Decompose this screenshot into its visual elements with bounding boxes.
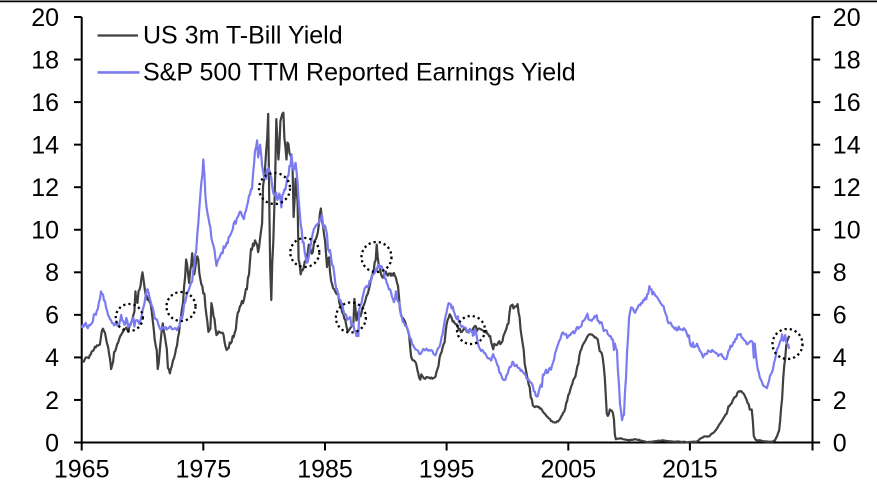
- svg-text:20: 20: [833, 4, 861, 32]
- svg-text:S&P 500 TTM Reported Earnings: S&P 500 TTM Reported Earnings Yield: [143, 59, 576, 87]
- svg-text:14: 14: [31, 131, 59, 159]
- svg-text:8: 8: [833, 259, 847, 287]
- svg-text:1975: 1975: [175, 456, 231, 484]
- svg-text:US 3m T-Bill Yield: US 3m T-Bill Yield: [143, 22, 343, 50]
- svg-text:18: 18: [31, 46, 59, 74]
- svg-text:0: 0: [45, 429, 59, 457]
- svg-text:2: 2: [45, 387, 59, 415]
- svg-text:1985: 1985: [297, 456, 353, 484]
- svg-text:6: 6: [45, 302, 59, 330]
- svg-text:2015: 2015: [662, 456, 718, 484]
- svg-text:20: 20: [31, 4, 59, 32]
- svg-text:1965: 1965: [54, 456, 110, 484]
- svg-text:2005: 2005: [540, 456, 596, 484]
- svg-text:6: 6: [833, 302, 847, 330]
- svg-text:4: 4: [833, 344, 847, 372]
- svg-text:4: 4: [45, 344, 59, 372]
- svg-text:10: 10: [833, 217, 861, 245]
- svg-text:18: 18: [833, 46, 861, 74]
- svg-text:0: 0: [833, 429, 847, 457]
- svg-text:8: 8: [45, 259, 59, 287]
- svg-text:16: 16: [833, 89, 861, 117]
- svg-text:16: 16: [31, 89, 59, 117]
- svg-text:12: 12: [833, 174, 861, 202]
- svg-text:12: 12: [31, 174, 59, 202]
- svg-text:14: 14: [833, 131, 861, 159]
- svg-text:2: 2: [833, 387, 847, 415]
- svg-text:1995: 1995: [419, 456, 475, 484]
- svg-text:10: 10: [31, 217, 59, 245]
